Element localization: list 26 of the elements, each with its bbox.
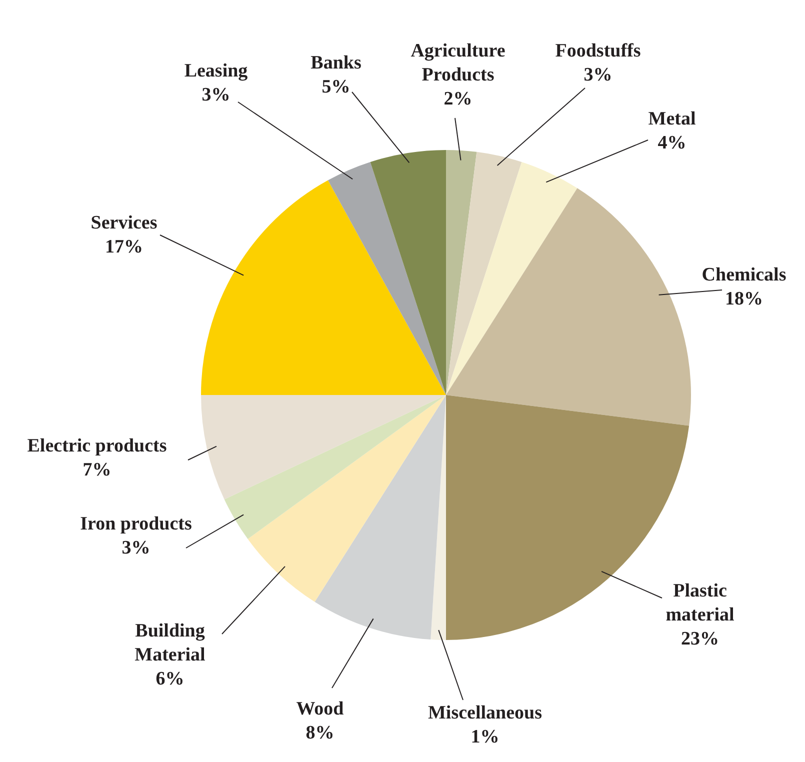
slice-label: Electric products [27,435,167,456]
data-label: 3% [202,84,230,106]
slice-label: Metal [648,108,696,130]
data-label: 6% [156,668,184,690]
slice-label: Building Material [134,620,206,666]
data-label: 18% [725,288,763,310]
slice-label: Foodstuffs [555,40,641,62]
data-label: 3% [584,64,612,86]
slice-label: Plastic material [666,580,734,626]
slice-label: Wood [296,698,344,720]
data-label: 7% [82,459,112,480]
data-label: 8% [306,722,334,744]
data-label: 1% [470,726,500,748]
data-label: 2% [444,88,472,110]
data-label: 4% [658,132,686,154]
slice-label: Banks [310,52,362,74]
slice-label: Iron products [80,513,192,534]
data-label: 5% [322,76,350,98]
slice-label: Agriculture Products [410,40,506,86]
slice-label: Miscellaneous [428,702,542,724]
slice-label: Leasing [184,60,248,82]
data-label: 3% [122,537,150,558]
slice-label: Services [90,212,158,234]
data-label: 17% [105,236,143,258]
data-label: 23% [681,628,719,650]
slice-label: Chemicals [702,264,786,286]
